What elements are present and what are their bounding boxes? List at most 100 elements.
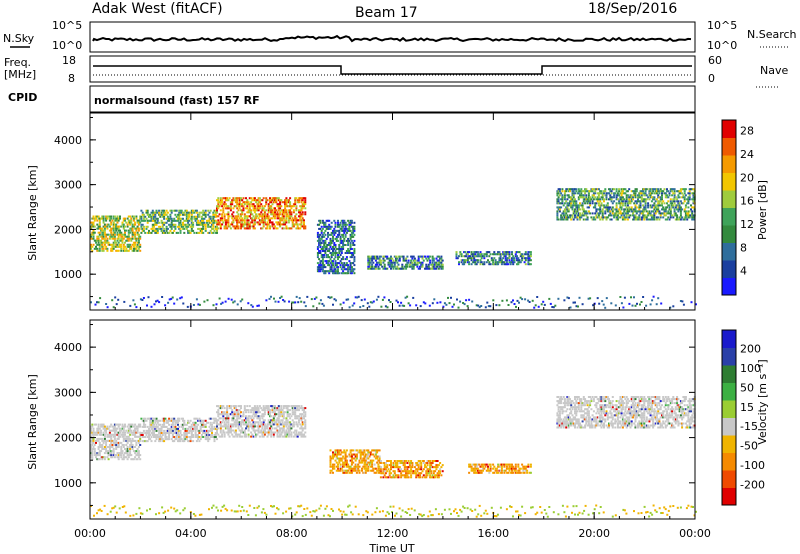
range-gate-cell (113, 233, 116, 236)
range-gate-cell (561, 198, 564, 201)
range-gate-cell (108, 229, 111, 232)
range-gate-cell (571, 188, 574, 191)
range-gate-cell (274, 405, 276, 408)
range-gate-cell (285, 417, 288, 420)
range-gate-cell (630, 190, 633, 193)
range-gate-cell (126, 448, 129, 450)
range-gate-cell (560, 198, 563, 201)
range-gate-cell (344, 235, 347, 238)
range-gate-cell (226, 407, 229, 410)
range-gate-cell (653, 214, 656, 217)
range-gate-cell (678, 190, 681, 193)
range-gate-cell (626, 204, 629, 207)
range-gate-cell (574, 198, 576, 201)
range-gate-cell (474, 261, 477, 264)
range-gate-cell (136, 227, 139, 230)
range-gate-cell (372, 261, 375, 264)
range-gate-cell (125, 249, 128, 252)
range-gate-cell (318, 227, 321, 230)
range-gate-cell (163, 229, 166, 232)
range-gate-cell (221, 223, 224, 226)
range-gate-cell (238, 217, 241, 220)
ground-scatter-cell (669, 306, 672, 309)
range-gate-cell (655, 204, 658, 207)
range-gate-cell (493, 257, 496, 260)
range-gate-cell (153, 217, 155, 220)
range-gate-cell (227, 433, 230, 436)
range-gate-cell (212, 223, 215, 226)
range-gate-cell (653, 192, 656, 195)
range-gate-cell (379, 263, 382, 266)
range-gate-cell (337, 221, 339, 224)
range-gate-cell (628, 208, 631, 211)
range-gate-cell (96, 452, 99, 455)
range-gate-cell (102, 439, 105, 442)
range-gate-cell (90, 245, 92, 248)
range-gate-cell (586, 190, 589, 193)
range-gate-cell (261, 415, 264, 418)
range-gate-cell (412, 263, 415, 266)
range-gate-cell (282, 417, 285, 420)
range-gate-cell (217, 219, 220, 222)
range-gate-cell (570, 204, 573, 207)
range-gate-cell (316, 268, 319, 271)
range-gate-cell (388, 263, 391, 266)
range-gate-cell (325, 256, 328, 259)
range-gate-cell (194, 436, 197, 438)
range-gate-cell (479, 253, 482, 256)
range-gate-cell (406, 255, 409, 258)
range-gate-cell (203, 419, 206, 422)
range-gate-cell (339, 260, 342, 263)
range-gate-cell (508, 261, 511, 264)
range-gate-cell (609, 212, 612, 215)
range-gate-cell (405, 265, 408, 268)
range-gate-cell (212, 211, 215, 214)
range-gate-cell (298, 201, 300, 204)
range-gate-cell (200, 211, 203, 214)
range-gate-cell (96, 429, 99, 432)
ground-scatter-cell (369, 301, 372, 304)
range-gate-cell (566, 188, 569, 191)
range-gate-cell (226, 415, 229, 418)
range-gate-cell (511, 261, 513, 264)
scatter-cells (90, 396, 697, 518)
range-gate-cell (330, 239, 333, 242)
range-gate-cell (658, 210, 661, 213)
range-gate-cell (276, 205, 279, 208)
range-gate-cell (505, 257, 508, 260)
range-gate-cell (219, 219, 222, 222)
range-gate-cell (139, 237, 142, 240)
range-gate-cell (329, 233, 332, 236)
range-gate-cell (557, 188, 560, 191)
range-gate-cell (572, 196, 575, 199)
range-gate-cell (272, 417, 275, 420)
range-gate-cell (563, 216, 566, 219)
range-gate-cell (93, 423, 96, 426)
range-gate-cell (195, 436, 198, 438)
range-gate-cell (262, 421, 265, 424)
range-gate-cell (129, 425, 132, 428)
range-gate-cell (232, 225, 235, 228)
range-gate-cell (270, 415, 273, 418)
range-gate-cell (663, 214, 666, 217)
range-gate-cell (236, 215, 239, 218)
ground-scatter-cell (450, 296, 452, 299)
range-gate-cell (214, 419, 217, 422)
range-gate-cell (130, 458, 133, 461)
range-gate-cell (500, 263, 503, 266)
range-gate-cell (393, 255, 396, 258)
range-gate-cell (195, 434, 198, 436)
range-gate-cell (639, 202, 642, 205)
range-gate-cell (119, 243, 121, 246)
range-gate-cell (277, 217, 280, 220)
range-gate-cell (163, 419, 166, 422)
range-gate-cell (158, 423, 161, 426)
range-gate-cell (577, 196, 580, 199)
range-gate-cell (439, 261, 442, 264)
range-gate-cell (626, 194, 629, 197)
range-gate-cell (124, 437, 126, 440)
range-gate-cell (180, 434, 183, 436)
range-gate-cell (300, 219, 303, 222)
range-gate-cell (494, 259, 497, 262)
range-gate-cell (681, 202, 684, 205)
